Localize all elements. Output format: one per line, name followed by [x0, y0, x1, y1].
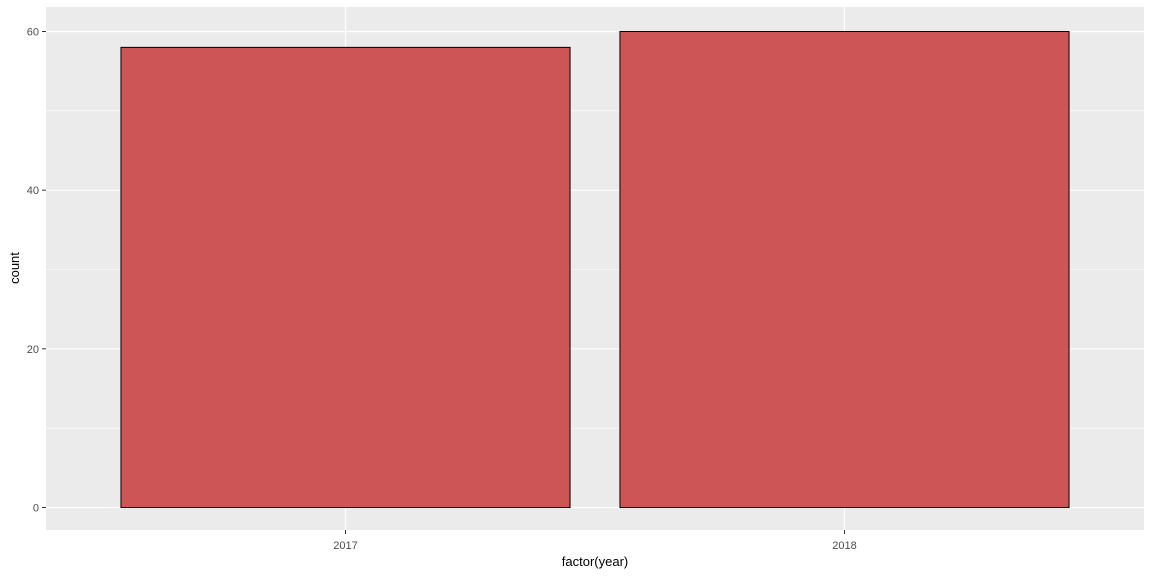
- bars: [120, 31, 1070, 508]
- x-axis-title: factor(year): [562, 554, 628, 569]
- x-tick-label: 2018: [832, 540, 856, 552]
- y-tick-label: 20: [27, 344, 39, 356]
- x-tick-label: 2017: [333, 540, 357, 552]
- x-axis: 2017 2018: [333, 530, 857, 552]
- bar-2018: [619, 31, 1070, 508]
- y-axis: 0 20 40 60: [27, 27, 46, 515]
- y-tick-label: 40: [27, 185, 39, 197]
- y-axis-title: count: [7, 252, 22, 284]
- bar-2017: [120, 46, 571, 508]
- y-tick-label: 60: [27, 27, 39, 39]
- y-tick-label: 0: [33, 503, 39, 515]
